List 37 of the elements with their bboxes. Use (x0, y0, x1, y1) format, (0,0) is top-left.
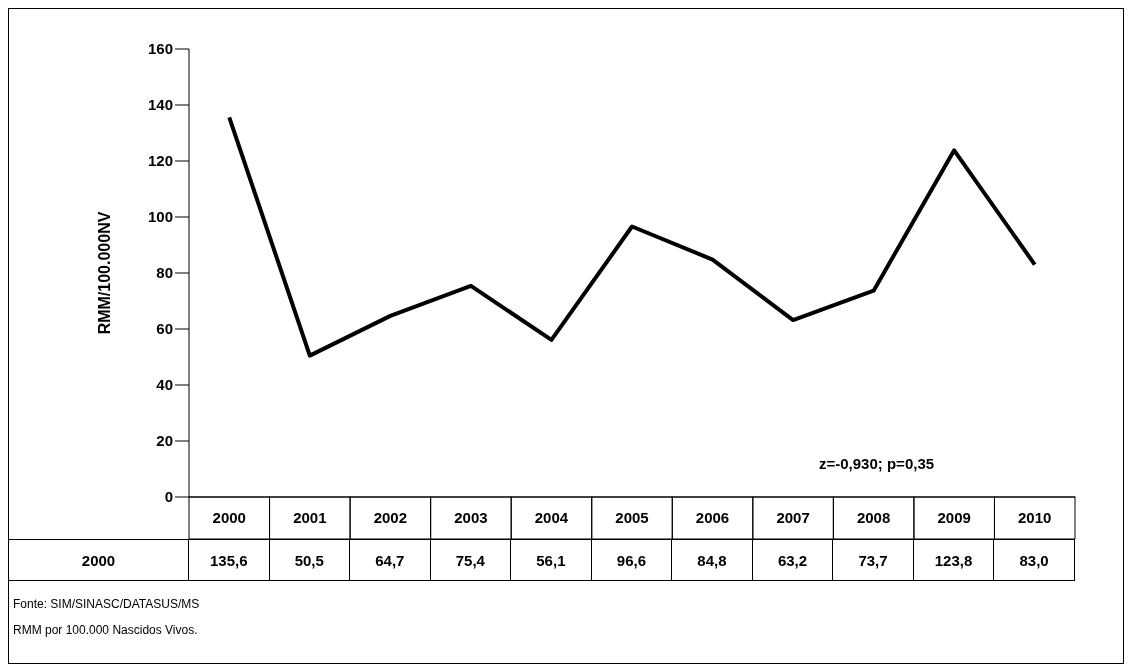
data-label: 83,0 (994, 539, 1075, 581)
y-axis-title: RMM/100.000NV (95, 211, 113, 335)
data-label: 135,6 (189, 539, 270, 581)
y-tick-label: 160 (147, 40, 173, 58)
annotation: z=-0,930; p=0,35 (819, 455, 935, 472)
y-tick-label: 0 (164, 488, 173, 506)
x-tick-label: 2009 (937, 509, 971, 526)
y-tick-label: 20 (156, 432, 173, 450)
data-label: 84,8 (672, 539, 753, 581)
data-label: 50,5 (269, 539, 351, 581)
y-tick-label: 80 (156, 264, 173, 282)
x-tick-label: 2000 (212, 509, 246, 526)
x-tick-label: 2007 (776, 509, 810, 526)
y-tick-label: 120 (147, 152, 173, 170)
data-label: 63,2 (752, 539, 834, 581)
data-label: 73,7 (833, 539, 914, 581)
text: RMM por 100.000 Nascidos Vivos. (13, 622, 199, 639)
data-label: 56,1 (511, 539, 592, 581)
text: 2000 (9, 539, 189, 581)
x-tick-label: 2001 (293, 509, 327, 526)
x-tick-label: 2010 (1018, 509, 1052, 526)
x-tick-label: 2004 (534, 509, 569, 526)
x-tick-label: 2008 (856, 509, 891, 526)
x-tick-label: 2002 (373, 509, 408, 526)
x-tick-label: 2006 (695, 509, 730, 526)
y-tick-label: 100 (147, 208, 173, 226)
data-label: 123,8 (913, 539, 995, 581)
y-tick-label: 140 (147, 96, 173, 114)
data-label: 96,6 (591, 539, 673, 581)
source-note: Fonte: SIM/SINASC/DATASUS/MS (13, 596, 200, 613)
y-tick-label: 40 (156, 376, 173, 394)
line-series (227, 115, 1037, 358)
x-tick-label: 2003 (454, 509, 488, 526)
y-tick-label: 60 (156, 320, 173, 338)
x-tick-label: 2005 (615, 509, 649, 526)
data-label: 64,7 (350, 539, 431, 581)
data-label: 75,4 (430, 539, 512, 581)
